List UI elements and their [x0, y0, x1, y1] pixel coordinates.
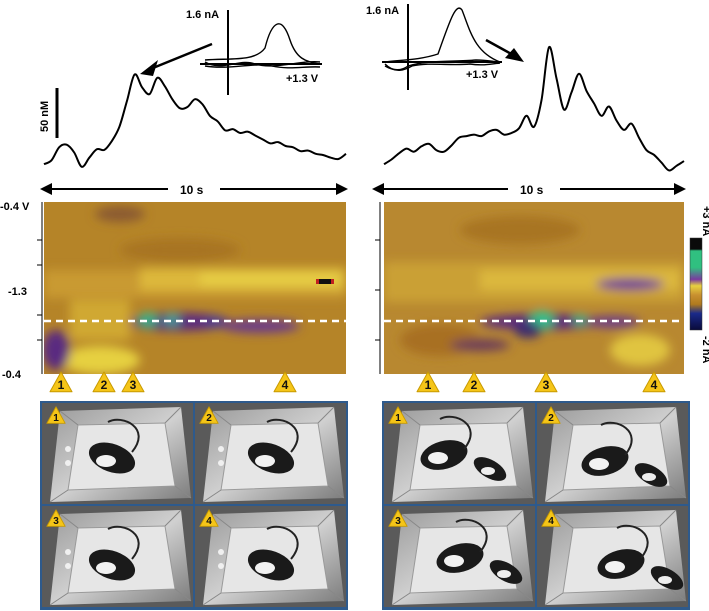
right-photo-grid: 1 2 3 4: [382, 401, 690, 610]
left-marker-2: 2: [92, 371, 116, 393]
svg-text:1: 1: [58, 378, 65, 392]
svg-text:2: 2: [206, 413, 212, 424]
svg-text:4: 4: [651, 378, 658, 392]
svg-text:3: 3: [543, 378, 550, 392]
left-dopamine-trace: [43, 73, 347, 168]
left-arena-image-4: [195, 506, 346, 607]
left-video-frame-2: 2: [195, 403, 346, 504]
right-frame-badge-marker-4: 4: [541, 509, 561, 527]
left-marker-4: 4: [273, 371, 297, 393]
right-cv-current-label: 1.6 nA: [366, 5, 399, 17]
left-frame-badge-4: 4: [199, 509, 219, 527]
right-marker-4: 4: [642, 371, 666, 393]
right-arena-image-3: [384, 506, 535, 607]
left-yaxis-top: -0.4 V: [0, 201, 30, 213]
concentration-scale-label: 50 nM: [39, 101, 51, 132]
right-frame-badge-2: 2: [541, 406, 561, 424]
left-video-frame-4: 4: [195, 506, 346, 607]
right-video-frame-3: 3: [384, 506, 535, 607]
right-heatmap: [375, 202, 684, 374]
svg-text:3: 3: [53, 516, 59, 527]
right-cv-curve-1: [384, 7, 501, 63]
colorbar-top-label: +3 nA: [700, 206, 709, 236]
left-yaxis-bottom: -0.4: [2, 369, 22, 381]
right-dopamine-trace: [383, 46, 685, 172]
left-arena-image-2: [195, 403, 346, 504]
left-frame-badge-marker-4: 4: [199, 509, 219, 527]
left-cv-current-label: 1.6 nA: [186, 9, 219, 21]
left-marker-3: 3: [121, 371, 145, 393]
right-time-label: 10 s: [520, 183, 544, 197]
right-video-frame-4: 4: [537, 506, 688, 607]
left-video-frame-3: 3: [42, 506, 193, 607]
colorbar-bottom-label: -2 nA: [700, 336, 709, 364]
right-cv-inset: 1.6 nA +1.3 V: [366, 4, 502, 90]
right-marker-2: 2: [462, 371, 486, 393]
right-panel: 1.6 nA +1.3 V 10 s: [366, 4, 709, 393]
right-cv-curve-3: [384, 59, 501, 71]
svg-text:1: 1: [53, 413, 59, 424]
svg-text:1: 1: [425, 378, 432, 392]
svg-text:4: 4: [548, 516, 554, 527]
left-frame-badge-marker-1: 1: [46, 406, 66, 424]
left-time-label: 10 s: [180, 183, 204, 197]
right-frame-badge-1: 1: [388, 406, 408, 424]
left-yaxis-middle: -1.3: [8, 286, 27, 298]
right-cv-arrow: [485, 38, 524, 62]
left-cv-voltage-label: +1.3 V: [286, 73, 319, 85]
right-frame-badge-3: 3: [388, 509, 408, 527]
right-frame-badge-marker-3: 3: [388, 509, 408, 527]
left-photo-grid: 1 2 3 4: [40, 401, 348, 610]
left-frame-badge-2: 2: [199, 406, 219, 424]
svg-text:2: 2: [101, 378, 108, 392]
left-marker-1: 1: [49, 371, 73, 393]
right-video-frame-2: 2: [537, 403, 688, 504]
left-frame-badge-1: 1: [46, 406, 66, 424]
svg-text:2: 2: [471, 378, 478, 392]
left-video-frame-1: 1: [42, 403, 193, 504]
left-cv-curve-3: [204, 61, 321, 67]
right-event-markers: 1 2 3 4: [416, 371, 666, 393]
svg-text:2: 2: [548, 413, 554, 424]
right-marker-1: 1: [416, 371, 440, 393]
left-arena-image-1: [42, 403, 193, 504]
right-frame-badge-marker-2: 2: [541, 406, 561, 424]
svg-text:4: 4: [282, 378, 289, 392]
right-video-frame-1: 1: [384, 403, 535, 504]
left-cv-arrow: [140, 42, 213, 76]
left-heat-hotspot: [318, 279, 332, 284]
left-heatmap: -0.4 V -1.3 -0.4: [0, 201, 346, 381]
right-arena-image-1: [384, 403, 535, 504]
right-frame-badge-marker-1: 1: [388, 406, 408, 424]
left-panel: 1.6 nA +1.3 V 50 nM 10 s: [0, 9, 348, 393]
left-frame-badge-3: 3: [46, 509, 66, 527]
left-time-bar: 10 s: [40, 181, 348, 197]
colorbar: +3 nA -2 nA: [689, 206, 709, 364]
left-frame-badge-marker-3: 3: [46, 509, 66, 527]
svg-text:3: 3: [130, 378, 137, 392]
left-arena-image-3: [42, 506, 193, 607]
svg-text:1: 1: [395, 413, 401, 424]
left-frame-badge-marker-2: 2: [199, 406, 219, 424]
left-cv-inset: 1.6 nA +1.3 V: [186, 9, 322, 95]
svg-text:3: 3: [395, 516, 401, 527]
concentration-scale-bar: 50 nM: [39, 88, 59, 138]
right-marker-3: 3: [534, 371, 558, 393]
right-time-bar: 10 s: [372, 181, 686, 197]
right-cv-voltage-label: +1.3 V: [466, 69, 499, 81]
right-frame-badge-4: 4: [541, 509, 561, 527]
left-cv-curve-1: [204, 23, 321, 65]
right-arena-image-4: [537, 506, 688, 607]
left-event-markers: 1 2 3 4: [49, 371, 297, 393]
svg-text:4: 4: [206, 516, 212, 527]
right-arena-image-2: [537, 403, 688, 504]
